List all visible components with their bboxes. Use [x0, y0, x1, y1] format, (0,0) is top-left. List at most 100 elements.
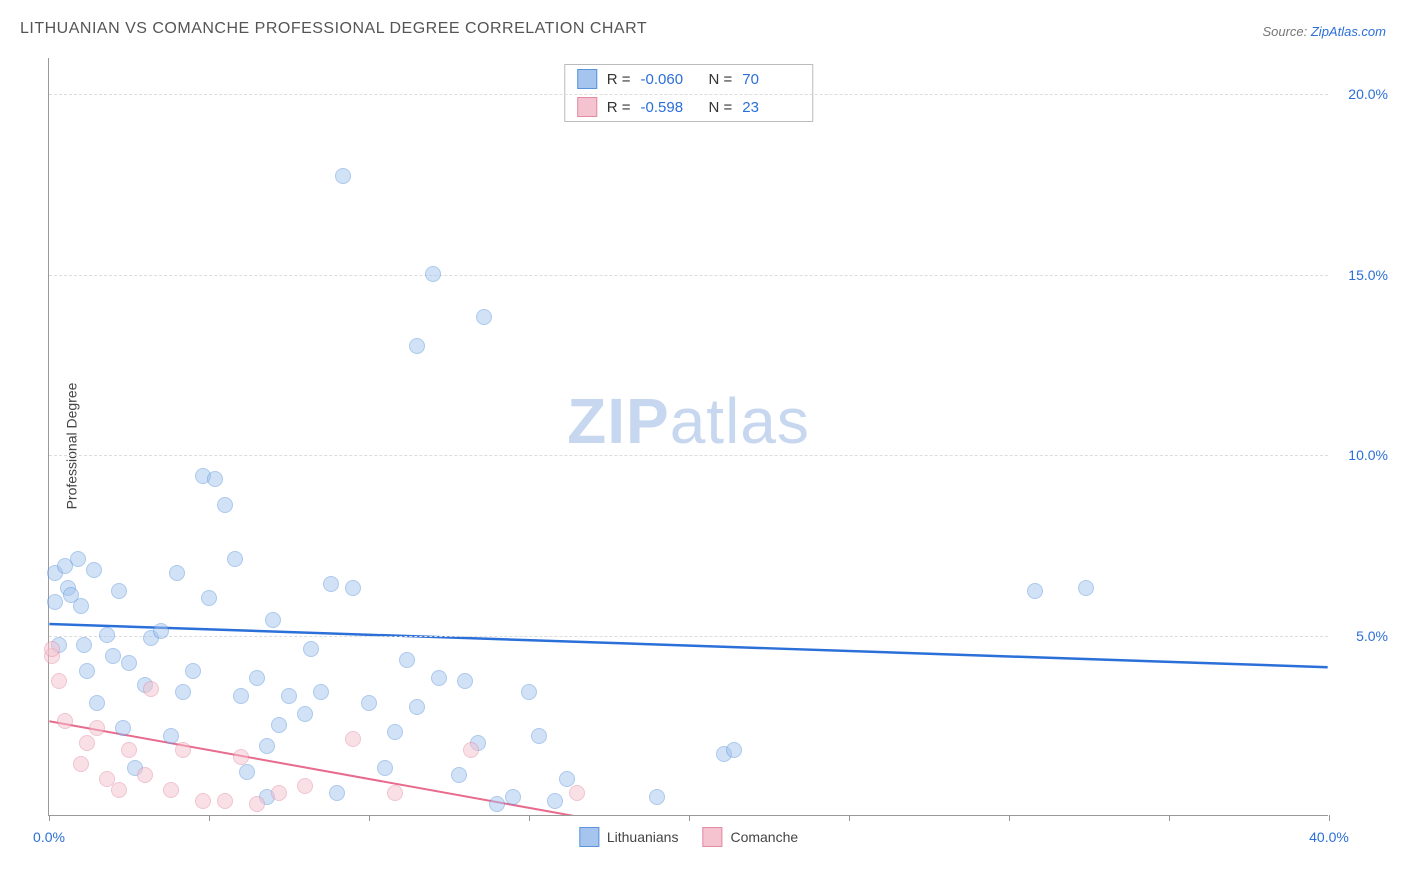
data-point: [505, 789, 521, 805]
data-point: [521, 684, 537, 700]
data-point: [281, 688, 297, 704]
data-point: [489, 796, 505, 812]
correlation-legend: R = -0.060 N = 70 R = -0.598 N = 23: [564, 64, 814, 122]
y-tick-label: 20.0%: [1333, 86, 1388, 102]
data-point: [233, 688, 249, 704]
swatch-lithuanians: [577, 69, 597, 89]
data-point: [57, 713, 73, 729]
x-tick: [529, 815, 530, 821]
data-point: [451, 767, 467, 783]
data-point: [569, 785, 585, 801]
source-link[interactable]: ZipAtlas.com: [1311, 24, 1386, 39]
gridline: [49, 94, 1328, 95]
data-point: [313, 684, 329, 700]
n-label: N =: [709, 71, 733, 88]
x-tick-label: 40.0%: [1309, 829, 1349, 845]
x-tick-label: 0.0%: [33, 829, 65, 845]
data-point: [185, 663, 201, 679]
data-point: [361, 695, 377, 711]
r-label: R =: [607, 99, 631, 116]
data-point: [227, 551, 243, 567]
legend-item-lithuanians: Lithuanians: [579, 827, 679, 847]
data-point: [239, 764, 255, 780]
swatch-comanche: [577, 97, 597, 117]
data-point: [457, 673, 473, 689]
data-point: [265, 612, 281, 628]
data-point: [271, 717, 287, 733]
data-point: [297, 706, 313, 722]
data-point: [115, 720, 131, 736]
plot-area: ZIPatlas R = -0.060 N = 70 R = -0.598 N …: [48, 58, 1328, 816]
data-point: [153, 623, 169, 639]
data-point: [531, 728, 547, 744]
legend-label-comanche: Comanche: [730, 829, 798, 845]
gridline: [49, 455, 1328, 456]
data-point: [559, 771, 575, 787]
watermark: ZIPatlas: [567, 384, 810, 458]
series-legend: Lithuanians Comanche: [579, 827, 798, 847]
data-point: [143, 681, 159, 697]
data-point: [175, 684, 191, 700]
data-point: [399, 652, 415, 668]
data-point: [345, 731, 361, 747]
data-point: [345, 580, 361, 596]
data-point: [163, 782, 179, 798]
x-tick: [849, 815, 850, 821]
data-point: [79, 735, 95, 751]
data-point: [297, 778, 313, 794]
r-value-lithuanians: -0.060: [641, 71, 699, 88]
y-tick-label: 15.0%: [1333, 267, 1388, 283]
data-point: [431, 670, 447, 686]
data-point: [163, 728, 179, 744]
data-point: [44, 641, 60, 657]
data-point: [1078, 580, 1094, 596]
x-tick: [1329, 815, 1330, 821]
data-point: [111, 782, 127, 798]
watermark-zip: ZIP: [567, 385, 670, 457]
x-tick: [49, 815, 50, 821]
x-tick: [1169, 815, 1170, 821]
data-point: [137, 767, 153, 783]
legend-row-comanche: R = -0.598 N = 23: [565, 93, 813, 121]
trend-line: [49, 624, 1327, 667]
n-value-comanche: 23: [742, 99, 800, 116]
data-point: [207, 471, 223, 487]
x-tick: [369, 815, 370, 821]
x-tick: [689, 815, 690, 821]
data-point: [51, 673, 67, 689]
swatch-comanche-icon: [702, 827, 722, 847]
data-point: [463, 742, 479, 758]
data-point: [249, 670, 265, 686]
data-point: [387, 785, 403, 801]
r-value-comanche: -0.598: [641, 99, 699, 116]
data-point: [259, 738, 275, 754]
data-point: [73, 756, 89, 772]
data-point: [175, 742, 191, 758]
data-point: [86, 562, 102, 578]
data-point: [425, 266, 441, 282]
source-prefix: Source:: [1262, 24, 1310, 39]
swatch-lithuanians-icon: [579, 827, 599, 847]
data-point: [409, 338, 425, 354]
data-point: [476, 309, 492, 325]
data-point: [323, 576, 339, 592]
watermark-atlas: atlas: [670, 385, 810, 457]
legend-item-comanche: Comanche: [702, 827, 798, 847]
data-point: [329, 785, 345, 801]
n-value-lithuanians: 70: [742, 71, 800, 88]
data-point: [79, 663, 95, 679]
data-point: [76, 637, 92, 653]
data-point: [303, 641, 319, 657]
x-tick: [209, 815, 210, 821]
n-label: N =: [709, 99, 733, 116]
source-attribution: Source: ZipAtlas.com: [1262, 24, 1386, 39]
data-point: [377, 760, 393, 776]
data-point: [649, 789, 665, 805]
data-point: [99, 627, 115, 643]
gridline: [49, 636, 1328, 637]
data-point: [201, 590, 217, 606]
data-point: [217, 793, 233, 809]
data-point: [70, 551, 86, 567]
data-point: [89, 695, 105, 711]
data-point: [547, 793, 563, 809]
